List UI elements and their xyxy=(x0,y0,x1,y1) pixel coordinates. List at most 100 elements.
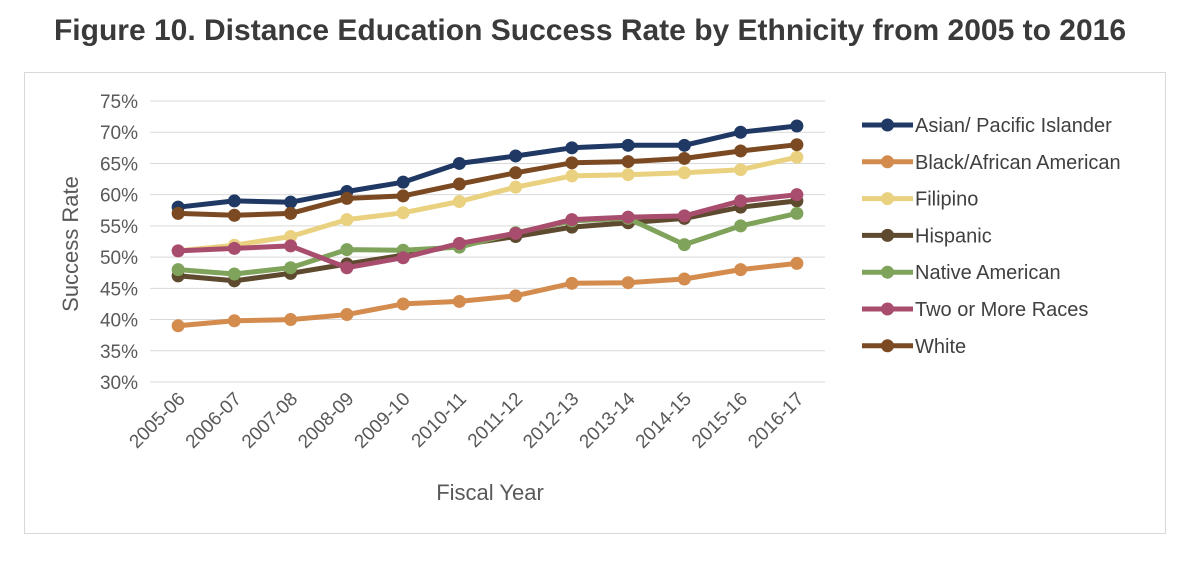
legend-swatch-marker xyxy=(881,339,894,353)
legend-label: Black/African American xyxy=(915,152,1121,174)
legend-swatch-marker xyxy=(881,192,894,206)
data-point xyxy=(171,206,185,220)
data-point xyxy=(677,151,691,165)
data-point xyxy=(677,209,691,223)
legend-item: Hispanic xyxy=(862,225,992,247)
data-point xyxy=(621,138,635,152)
data-point xyxy=(565,169,579,183)
data-point xyxy=(621,168,635,182)
data-point xyxy=(621,210,635,224)
data-point xyxy=(677,238,691,252)
data-point xyxy=(227,194,241,208)
line-chart: 30%35%40%45%50%55%60%65%70%75% 2005-0620… xyxy=(58,92,1121,505)
data-point xyxy=(565,213,579,227)
data-point xyxy=(284,313,298,327)
data-point xyxy=(227,208,241,222)
data-point xyxy=(734,263,748,277)
data-point xyxy=(171,244,185,258)
series-line xyxy=(175,260,800,329)
y-axis-ticks: 30% 35% 40% 45% 50% 55% 60% 65% 70% 75% xyxy=(100,92,138,394)
data-point xyxy=(790,256,804,270)
data-point xyxy=(284,261,298,275)
x-tick-label: 2009-10 xyxy=(351,389,415,453)
data-point xyxy=(734,125,748,139)
y-tick-label: 70% xyxy=(100,123,138,144)
legend-item: Black/African American xyxy=(862,152,1121,174)
y-tick-label: 75% xyxy=(100,92,138,113)
data-point xyxy=(171,263,185,277)
y-tick-label: 60% xyxy=(100,186,138,207)
series-line xyxy=(175,192,800,271)
data-point xyxy=(284,239,298,253)
legend-item: Filipino xyxy=(862,189,978,211)
data-point xyxy=(396,206,410,220)
data-point xyxy=(452,195,466,209)
y-tick-label: 65% xyxy=(100,154,138,175)
data-point xyxy=(790,206,804,220)
data-point xyxy=(340,243,354,257)
figure-title: Figure 10. Distance Education Success Ra… xyxy=(53,14,1127,47)
data-point xyxy=(509,180,523,194)
series-two-or-more-races xyxy=(171,188,804,275)
data-point xyxy=(790,119,804,133)
legend-label: Filipino xyxy=(915,189,978,211)
series-asian-pacific-islander xyxy=(171,119,804,214)
data-point xyxy=(509,166,523,180)
series-white xyxy=(171,138,804,222)
series-line xyxy=(175,142,800,218)
data-point xyxy=(452,294,466,308)
data-point xyxy=(340,308,354,322)
data-point xyxy=(677,166,691,180)
legend-swatch-marker xyxy=(881,265,894,279)
y-axis-title: Success Rate xyxy=(58,176,83,312)
data-point xyxy=(396,189,410,203)
legend-swatch-marker xyxy=(881,155,894,169)
legend-label: Asian/ Pacific Islander xyxy=(915,115,1112,137)
legend-swatch-marker xyxy=(881,302,894,316)
data-point xyxy=(790,138,804,152)
data-point xyxy=(284,195,298,209)
data-point xyxy=(734,194,748,208)
y-tick-label: 45% xyxy=(100,279,138,300)
legend-swatch-marker xyxy=(881,118,894,132)
series-line xyxy=(175,123,800,210)
data-point xyxy=(452,156,466,170)
data-point xyxy=(509,226,523,240)
data-point xyxy=(452,177,466,191)
data-point xyxy=(509,289,523,303)
data-point xyxy=(396,251,410,265)
data-point xyxy=(227,241,241,255)
data-point xyxy=(227,267,241,281)
legend-label: Native American xyxy=(915,262,1061,284)
data-point xyxy=(227,314,241,328)
x-tick-label: 2012-13 xyxy=(519,389,583,453)
x-tick-label: 2015-16 xyxy=(688,389,752,453)
data-point xyxy=(340,213,354,227)
legend-swatch-marker xyxy=(881,228,894,242)
x-tick-label: 2008-09 xyxy=(294,389,358,453)
data-point xyxy=(734,144,748,158)
x-tick-label: 2005-06 xyxy=(126,389,190,453)
series-group xyxy=(171,119,804,333)
x-tick-label: 2011-12 xyxy=(464,389,527,452)
data-point xyxy=(621,155,635,169)
legend-item: White xyxy=(862,336,966,358)
y-tick-label: 35% xyxy=(100,342,138,363)
x-tick-label: 2010-11 xyxy=(408,389,471,452)
legend-label: Two or More Races xyxy=(915,299,1088,321)
data-point xyxy=(396,175,410,189)
data-point xyxy=(340,261,354,275)
data-point xyxy=(565,156,579,170)
data-point xyxy=(284,206,298,220)
chart-frame: 30% 35% 40% 45% 50% 55% 60% 65% 70% 75% 2005-06 20… xyxy=(24,72,1166,534)
data-point xyxy=(790,150,804,164)
data-point xyxy=(790,188,804,202)
y-tick-label: 50% xyxy=(100,248,138,269)
legend-item: Asian/ Pacific Islander xyxy=(862,115,1112,137)
x-tick-label: 2007-08 xyxy=(238,389,302,453)
data-point xyxy=(171,319,185,333)
series-native-american xyxy=(171,206,804,281)
y-tick-label: 30% xyxy=(100,373,138,394)
data-point xyxy=(340,191,354,205)
x-axis-ticks: 2005-062006-072007-082008-092009-102010-… xyxy=(126,388,809,452)
